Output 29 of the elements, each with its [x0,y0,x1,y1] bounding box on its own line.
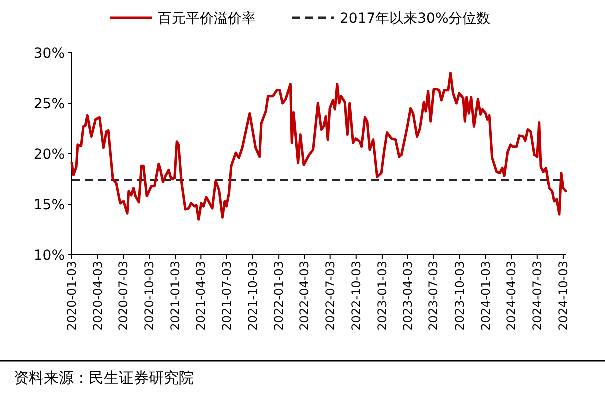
legend-label: 百元平价溢价率 [158,11,256,27]
legend-label: 2017年以来30%分位数 [340,11,491,27]
line-series [70,72,568,221]
x-tick-label: 2020-10-03 [142,261,157,331]
y-tick-label: 30% [34,46,65,62]
x-tick-label: 2024-04-03 [504,261,519,331]
x-tick-label: 2024-07-03 [530,261,544,331]
x-tick-label: 2021-10-03 [246,261,260,331]
y-tick-label: 25% [34,96,65,112]
x-tick-label: 2022-10-03 [349,261,364,331]
x-tick-label: 2022-04-03 [298,261,312,331]
text: 资料来源：民生证券研究院 [14,369,194,387]
x-tick-label: 2023-10-03 [452,261,467,331]
x-tick-label: 2024-10-03 [556,261,570,331]
x-tick-label: 2020-01-03 [65,261,79,331]
x-tick-label: 2021-07-03 [220,261,234,331]
x-tick-label: 2024-01-03 [478,261,493,331]
x-tick-label: 2023-01-03 [375,261,390,331]
y-tick-label: 15% [34,198,65,214]
y-tick-label: 10% [34,248,65,264]
x-tick-label: 2020-04-03 [90,261,105,331]
x-tick-label: 2021-04-03 [194,261,208,331]
y-tick-label: 20% [34,147,65,163]
x-tick-label: 2023-04-03 [400,261,415,331]
x-tick-label: 2021-01-03 [168,261,183,331]
x-tick-label: 2023-07-03 [426,261,441,331]
x-tick-label: 2020-07-03 [116,261,131,331]
x-tick-label: 2022-07-03 [323,261,338,331]
x-tick-label: 2022-01-03 [272,261,286,331]
